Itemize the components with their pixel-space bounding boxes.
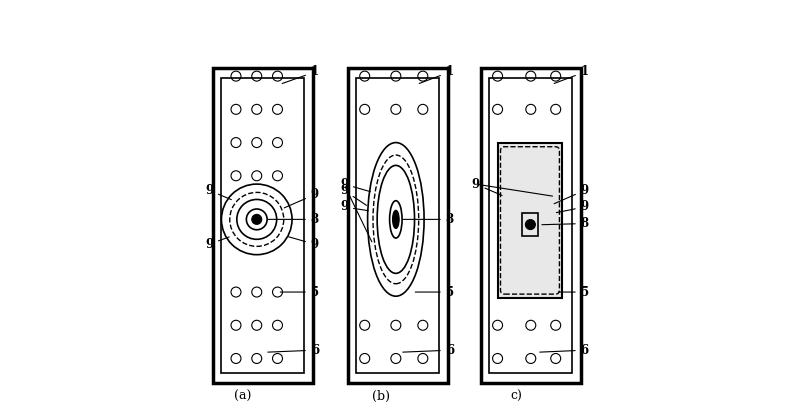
Circle shape [526, 219, 535, 229]
Text: 9: 9 [340, 178, 370, 191]
Text: 9: 9 [284, 188, 319, 208]
Text: 5: 5 [280, 285, 319, 298]
Text: 1: 1 [282, 66, 319, 84]
Text: 1: 1 [419, 66, 454, 84]
Text: 8: 8 [268, 213, 319, 226]
Text: 8: 8 [542, 217, 589, 230]
Bar [222, 78, 305, 373]
Text: 6: 6 [540, 344, 589, 357]
Bar [357, 78, 439, 373]
Text: 6: 6 [268, 344, 319, 357]
Ellipse shape [393, 210, 399, 229]
Bar [498, 143, 562, 298]
Bar [481, 68, 581, 383]
Text: c): c) [510, 390, 522, 403]
Text: 9: 9 [554, 184, 589, 204]
Text: 9: 9 [340, 200, 368, 214]
Text: 1: 1 [554, 66, 589, 84]
Bar [348, 68, 448, 383]
Circle shape [252, 214, 262, 224]
Text: 6: 6 [402, 344, 454, 357]
Bar [522, 213, 538, 236]
Text: (b): (b) [372, 390, 390, 403]
Text: 9: 9 [205, 184, 231, 200]
Bar [490, 78, 572, 373]
Text: 9: 9 [556, 200, 589, 214]
Text: 9: 9 [205, 237, 230, 251]
Bar [213, 68, 313, 383]
Text: 9: 9 [340, 184, 366, 205]
Text: (a): (a) [234, 390, 251, 403]
Text: 5: 5 [415, 285, 454, 298]
Text: 9: 9 [289, 237, 319, 251]
Text: 8: 8 [402, 213, 454, 226]
Text: 9: 9 [471, 178, 502, 196]
Text: 5: 5 [558, 285, 589, 298]
